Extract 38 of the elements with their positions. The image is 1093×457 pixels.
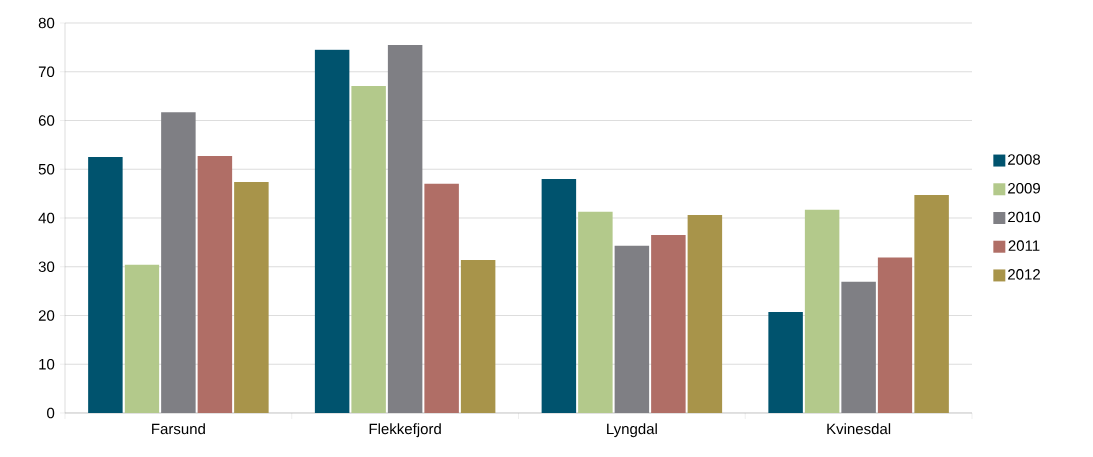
legend-label: 2012 [1008,269,1040,280]
bar [914,195,949,413]
bar [687,215,723,413]
bar [768,312,803,413]
x-tick-label: Farsund [152,423,205,435]
x-tick-label: Lyngdal [607,423,657,438]
bar [841,281,876,413]
legend-label: 2009 [1008,182,1040,194]
bar [804,209,840,413]
bar [161,112,196,413]
y-tick-label: 60 [38,115,55,126]
y-tick-label: 70 [38,66,55,78]
y-tick-label: 10 [39,358,55,370]
y-tick-label: 20 [38,310,55,321]
bar [541,179,577,413]
bar [314,49,350,413]
bar [88,157,123,413]
x-tick-label: Flekkefjord [369,423,441,438]
bar [877,257,913,413]
y-tick-label: 0 [47,407,55,419]
bar [351,85,386,413]
legend-label: 2011 [1008,240,1040,251]
legend-label: 2008 [1008,154,1041,165]
y-tick-label: 40 [38,212,55,224]
bar [424,183,459,413]
bar [124,264,160,413]
bar [614,245,650,413]
x-tick-label: Kvinesdal [827,423,891,435]
bar [387,44,423,413]
bar [460,259,496,413]
y-tick-label: 80 [38,17,55,29]
bar [578,211,613,413]
bar [197,156,233,413]
bar [234,181,269,413]
legend-label: 2010 [1008,211,1041,223]
y-tick-label: 30 [38,261,55,273]
bar [651,235,686,413]
y-tick-label: 50 [38,163,55,175]
